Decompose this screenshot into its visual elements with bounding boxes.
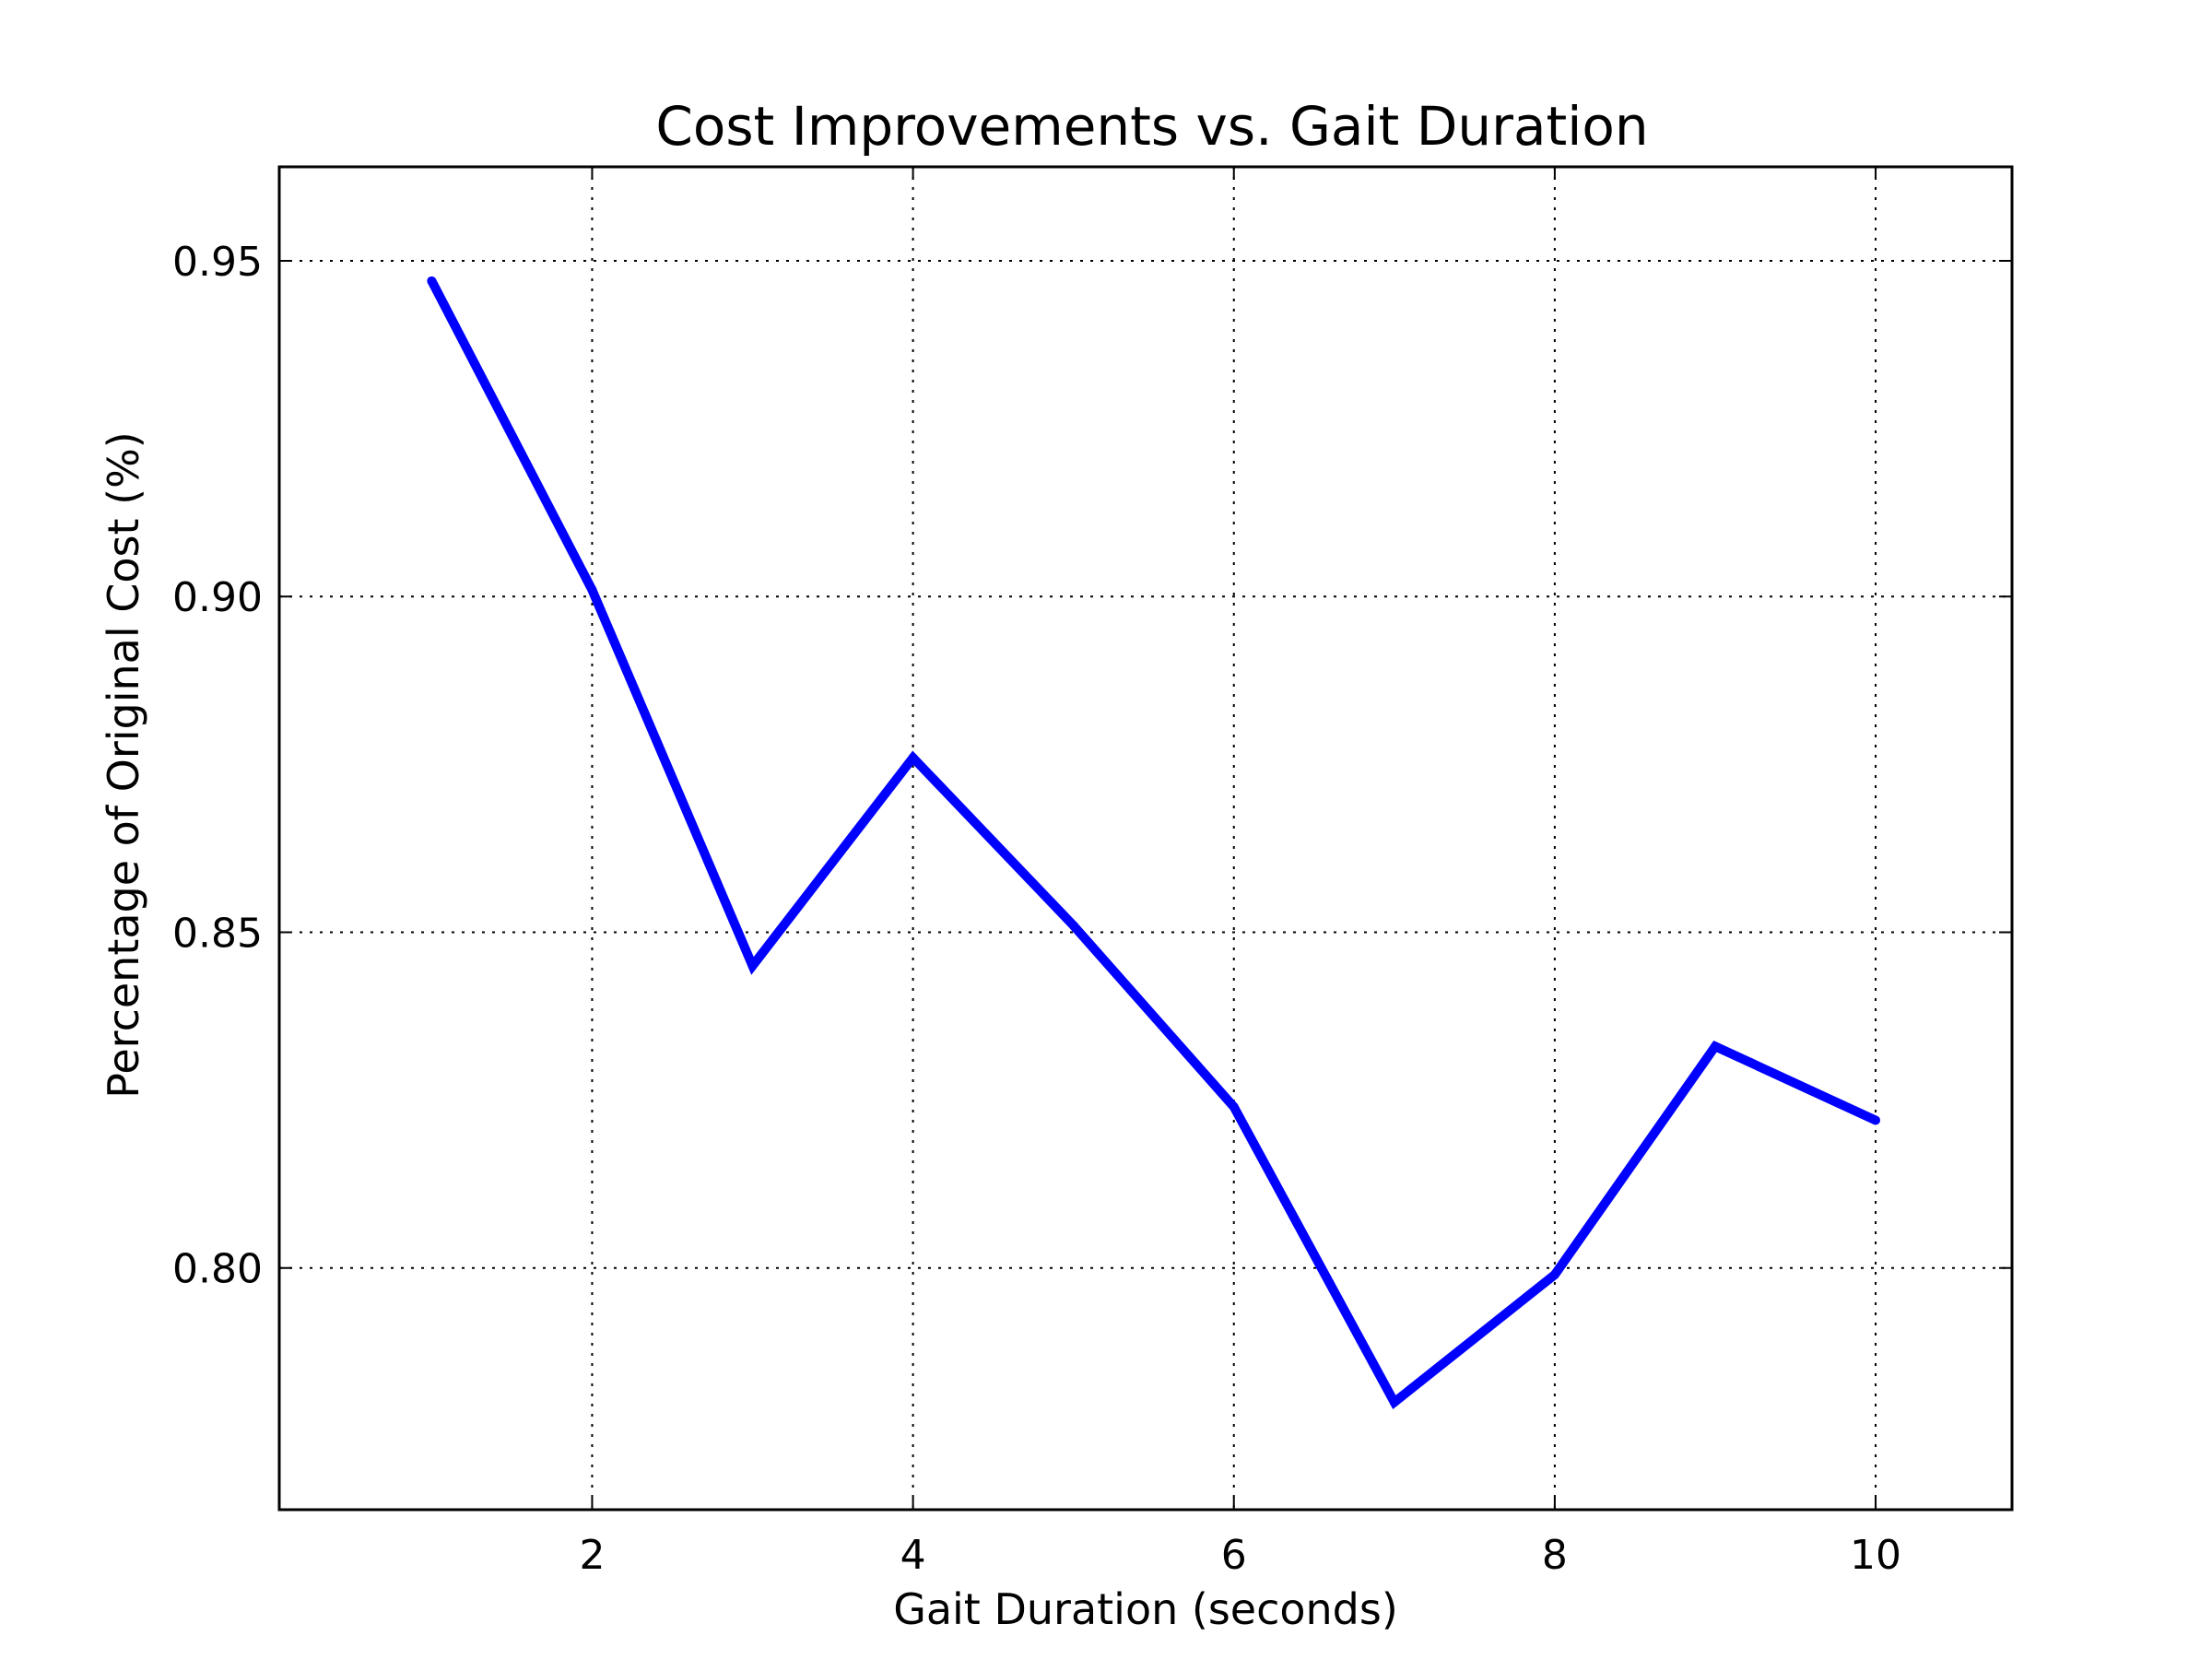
data-point [427, 276, 437, 286]
series-line [427, 278, 1878, 1410]
plot-frame [277, 165, 2014, 1512]
ticks: 2 4 6 8 10 0.80 0.85 0.90 0.95 [172, 167, 2012, 1579]
y-tick-label: 0.90 [172, 574, 263, 621]
x-tick-label: 8 [1542, 1532, 1568, 1579]
data-point [908, 753, 918, 763]
grid [279, 167, 2012, 1510]
data-point [747, 960, 758, 971]
x-tick-label: 4 [900, 1532, 926, 1579]
data-point [1229, 1101, 1239, 1112]
data-point [1389, 1397, 1399, 1407]
x-tick-label: 10 [1850, 1532, 1901, 1579]
data-point [1549, 1270, 1559, 1280]
y-tick-label: 0.80 [172, 1246, 263, 1293]
data-point [1068, 921, 1078, 931]
chart-title: Cost Improvements vs. Gait Duration [655, 95, 1648, 158]
y-tick-label: 0.85 [172, 910, 263, 957]
y-tick-label: 0.95 [172, 239, 263, 286]
x-tick-label: 6 [1221, 1532, 1247, 1579]
y-axis-label: Percentage of Original Cost (%) [99, 431, 148, 1098]
data-point [587, 584, 597, 594]
x-axis-label: Gait Duration (seconds) [893, 1584, 1398, 1634]
series-layer [427, 276, 1881, 1410]
data-point [1710, 1041, 1720, 1052]
x-tick-label: 2 [579, 1532, 605, 1579]
data-point [1871, 1115, 1881, 1125]
